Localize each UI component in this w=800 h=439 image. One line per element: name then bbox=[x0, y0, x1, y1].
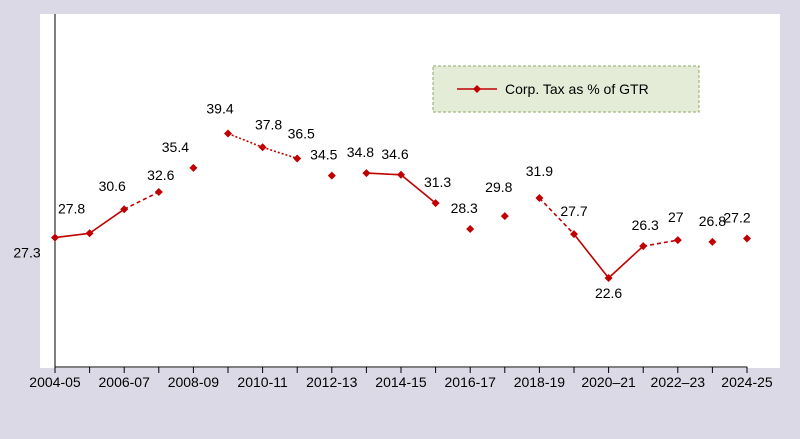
x-tick-label: 2008-09 bbox=[168, 374, 220, 390]
data-label: 29.8 bbox=[485, 179, 512, 195]
data-point bbox=[189, 163, 198, 172]
data-label: 37.8 bbox=[255, 116, 282, 132]
data-point bbox=[708, 237, 717, 246]
series-segment bbox=[89, 208, 125, 234]
data-point bbox=[258, 143, 267, 152]
data-point bbox=[743, 234, 751, 243]
data-label: 31.9 bbox=[526, 163, 553, 179]
x-tick-label: 2022–23 bbox=[651, 374, 706, 390]
data-label: 34.6 bbox=[381, 146, 408, 162]
legend: Corp. Tax as % of GTR bbox=[432, 65, 700, 113]
data-point bbox=[85, 229, 94, 238]
x-tick-label: 2024-25 bbox=[721, 374, 773, 390]
data-label: 36.5 bbox=[288, 125, 315, 141]
data-label: 26.8 bbox=[699, 213, 726, 229]
data-point bbox=[293, 154, 302, 163]
data-point bbox=[639, 242, 648, 251]
data-point bbox=[604, 274, 613, 282]
data-point bbox=[673, 236, 682, 245]
x-tick-label: 2020–21 bbox=[581, 374, 636, 390]
data-point bbox=[120, 205, 129, 214]
x-tick-label: 2004-05 bbox=[29, 374, 81, 390]
data-label: 22.6 bbox=[595, 285, 622, 301]
data-point bbox=[570, 230, 578, 239]
data-point bbox=[327, 171, 336, 180]
legend-marker bbox=[473, 85, 481, 93]
data-label: 32.6 bbox=[147, 167, 174, 183]
data-label: 27.2 bbox=[723, 209, 750, 225]
data-label: 28.3 bbox=[451, 200, 478, 216]
series-segment bbox=[608, 245, 644, 279]
series-segment bbox=[54, 232, 90, 239]
legend-label: Corp. Tax as % of GTR bbox=[505, 81, 649, 97]
data-label: 27.3 bbox=[13, 245, 40, 261]
data-point bbox=[535, 194, 544, 203]
x-tick-label: 2006-07 bbox=[99, 374, 151, 390]
x-tick-label: 2010-11 bbox=[237, 374, 288, 390]
x-tick-label: 2018-19 bbox=[514, 374, 566, 390]
data-point bbox=[431, 199, 440, 208]
series-segment bbox=[573, 233, 610, 279]
data-label: 31.3 bbox=[424, 174, 451, 190]
series-segment bbox=[643, 239, 678, 247]
data-label: 30.6 bbox=[99, 178, 126, 194]
data-point bbox=[154, 188, 163, 196]
data-point bbox=[51, 233, 59, 242]
x-tick-label: 2014-15 bbox=[375, 374, 427, 390]
data-label: 26.3 bbox=[632, 217, 659, 233]
data-label: 27.7 bbox=[560, 203, 587, 219]
data-point bbox=[224, 129, 232, 138]
data-point bbox=[500, 212, 509, 221]
data-label: 39.4 bbox=[206, 101, 233, 117]
data-label: 27 bbox=[668, 209, 684, 225]
data-point bbox=[466, 224, 475, 233]
series-segment bbox=[400, 174, 437, 204]
data-label: 35.4 bbox=[162, 139, 189, 155]
data-label: 34.8 bbox=[347, 144, 374, 160]
data-label: 27.8 bbox=[58, 200, 85, 216]
data-label: 34.5 bbox=[310, 147, 337, 163]
x-tick-label: 2016-17 bbox=[445, 374, 497, 390]
data-point bbox=[362, 169, 371, 178]
series-segment bbox=[538, 197, 575, 235]
data-point bbox=[397, 170, 405, 179]
series-segment bbox=[366, 172, 402, 176]
x-tick-label: 2012-13 bbox=[306, 374, 358, 390]
